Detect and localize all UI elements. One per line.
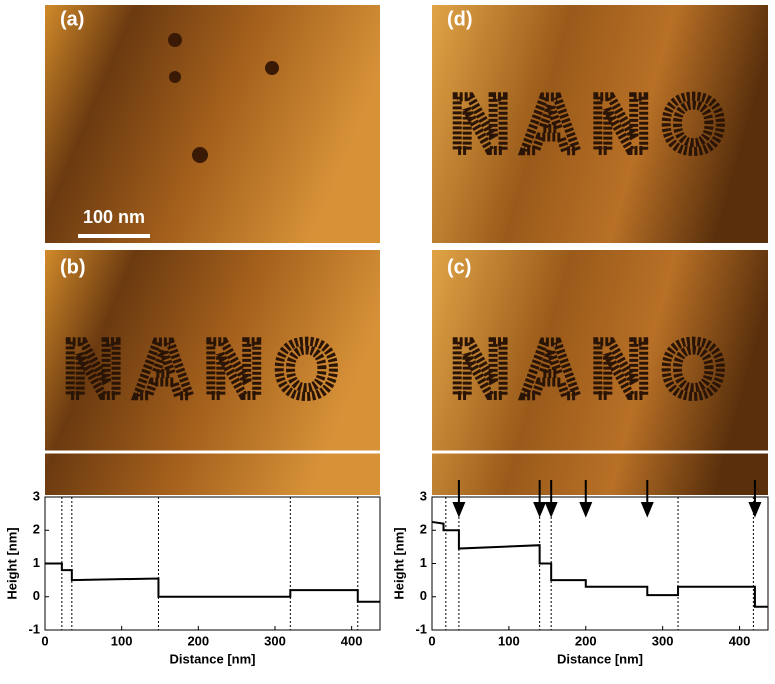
pit: [192, 147, 208, 163]
x-tick-label: 0: [41, 633, 48, 648]
x-axis-label: Distance [nm]: [557, 651, 643, 666]
panel-label: (b): [60, 256, 86, 278]
y-tick-label: -1: [415, 621, 427, 636]
x-axis-label: Distance [nm]: [170, 651, 256, 666]
x-tick-label: 200: [187, 633, 209, 648]
y-tick-label: 1: [33, 555, 40, 570]
y-tick-label: 3: [33, 488, 40, 503]
arrow: [544, 480, 558, 518]
pattern: NANO: [65, 325, 351, 413]
arrow: [748, 480, 762, 518]
afm-image: [432, 250, 768, 495]
x-tick-label: 100: [498, 633, 520, 648]
scale-bar-label: 100 nm: [83, 207, 145, 227]
y-tick-label: 2: [420, 522, 427, 537]
x-tick-label: 0: [428, 633, 435, 648]
profile: [431, 520, 768, 608]
y-tick-label: 2: [33, 522, 40, 537]
pit: [169, 71, 181, 83]
profile: [45, 562, 380, 603]
y-tick-label: 3: [420, 488, 427, 503]
y-axis-label: Height [nm]: [4, 527, 19, 599]
arrow: [640, 480, 654, 518]
y-tick-label: -1: [28, 621, 40, 636]
x-tick-label: 400: [729, 633, 751, 648]
y-tick-label: 0: [420, 588, 427, 603]
afm-image: [45, 250, 380, 495]
x-tick-label: 300: [264, 633, 286, 648]
pattern: NANO: [452, 80, 738, 168]
x-tick-label: 300: [652, 633, 674, 648]
plot-frame: [44, 496, 381, 631]
pit: [265, 61, 279, 75]
pattern: NANO: [452, 325, 738, 413]
afm-image: [432, 5, 768, 243]
pit: [168, 33, 182, 47]
arrow: [452, 480, 466, 518]
panel-label: (c): [447, 256, 471, 278]
x-tick-label: 100: [111, 633, 133, 648]
afm-image: [45, 5, 380, 243]
y-axis-label: Height [nm]: [391, 527, 406, 599]
image-panels: NANO NANO NANO (a) (b) (c) (d) 100 nm: [45, 5, 768, 495]
y-tick-label: 0: [33, 588, 40, 603]
x-tick-label: 200: [575, 633, 597, 648]
arrow: [579, 480, 593, 518]
y-tick-label: 1: [420, 555, 427, 570]
plot-frame: [431, 496, 769, 631]
panel-label: (d): [447, 8, 473, 30]
arrow: [533, 480, 547, 518]
panel-label: (a): [60, 8, 84, 30]
x-tick-label: 400: [341, 633, 363, 648]
